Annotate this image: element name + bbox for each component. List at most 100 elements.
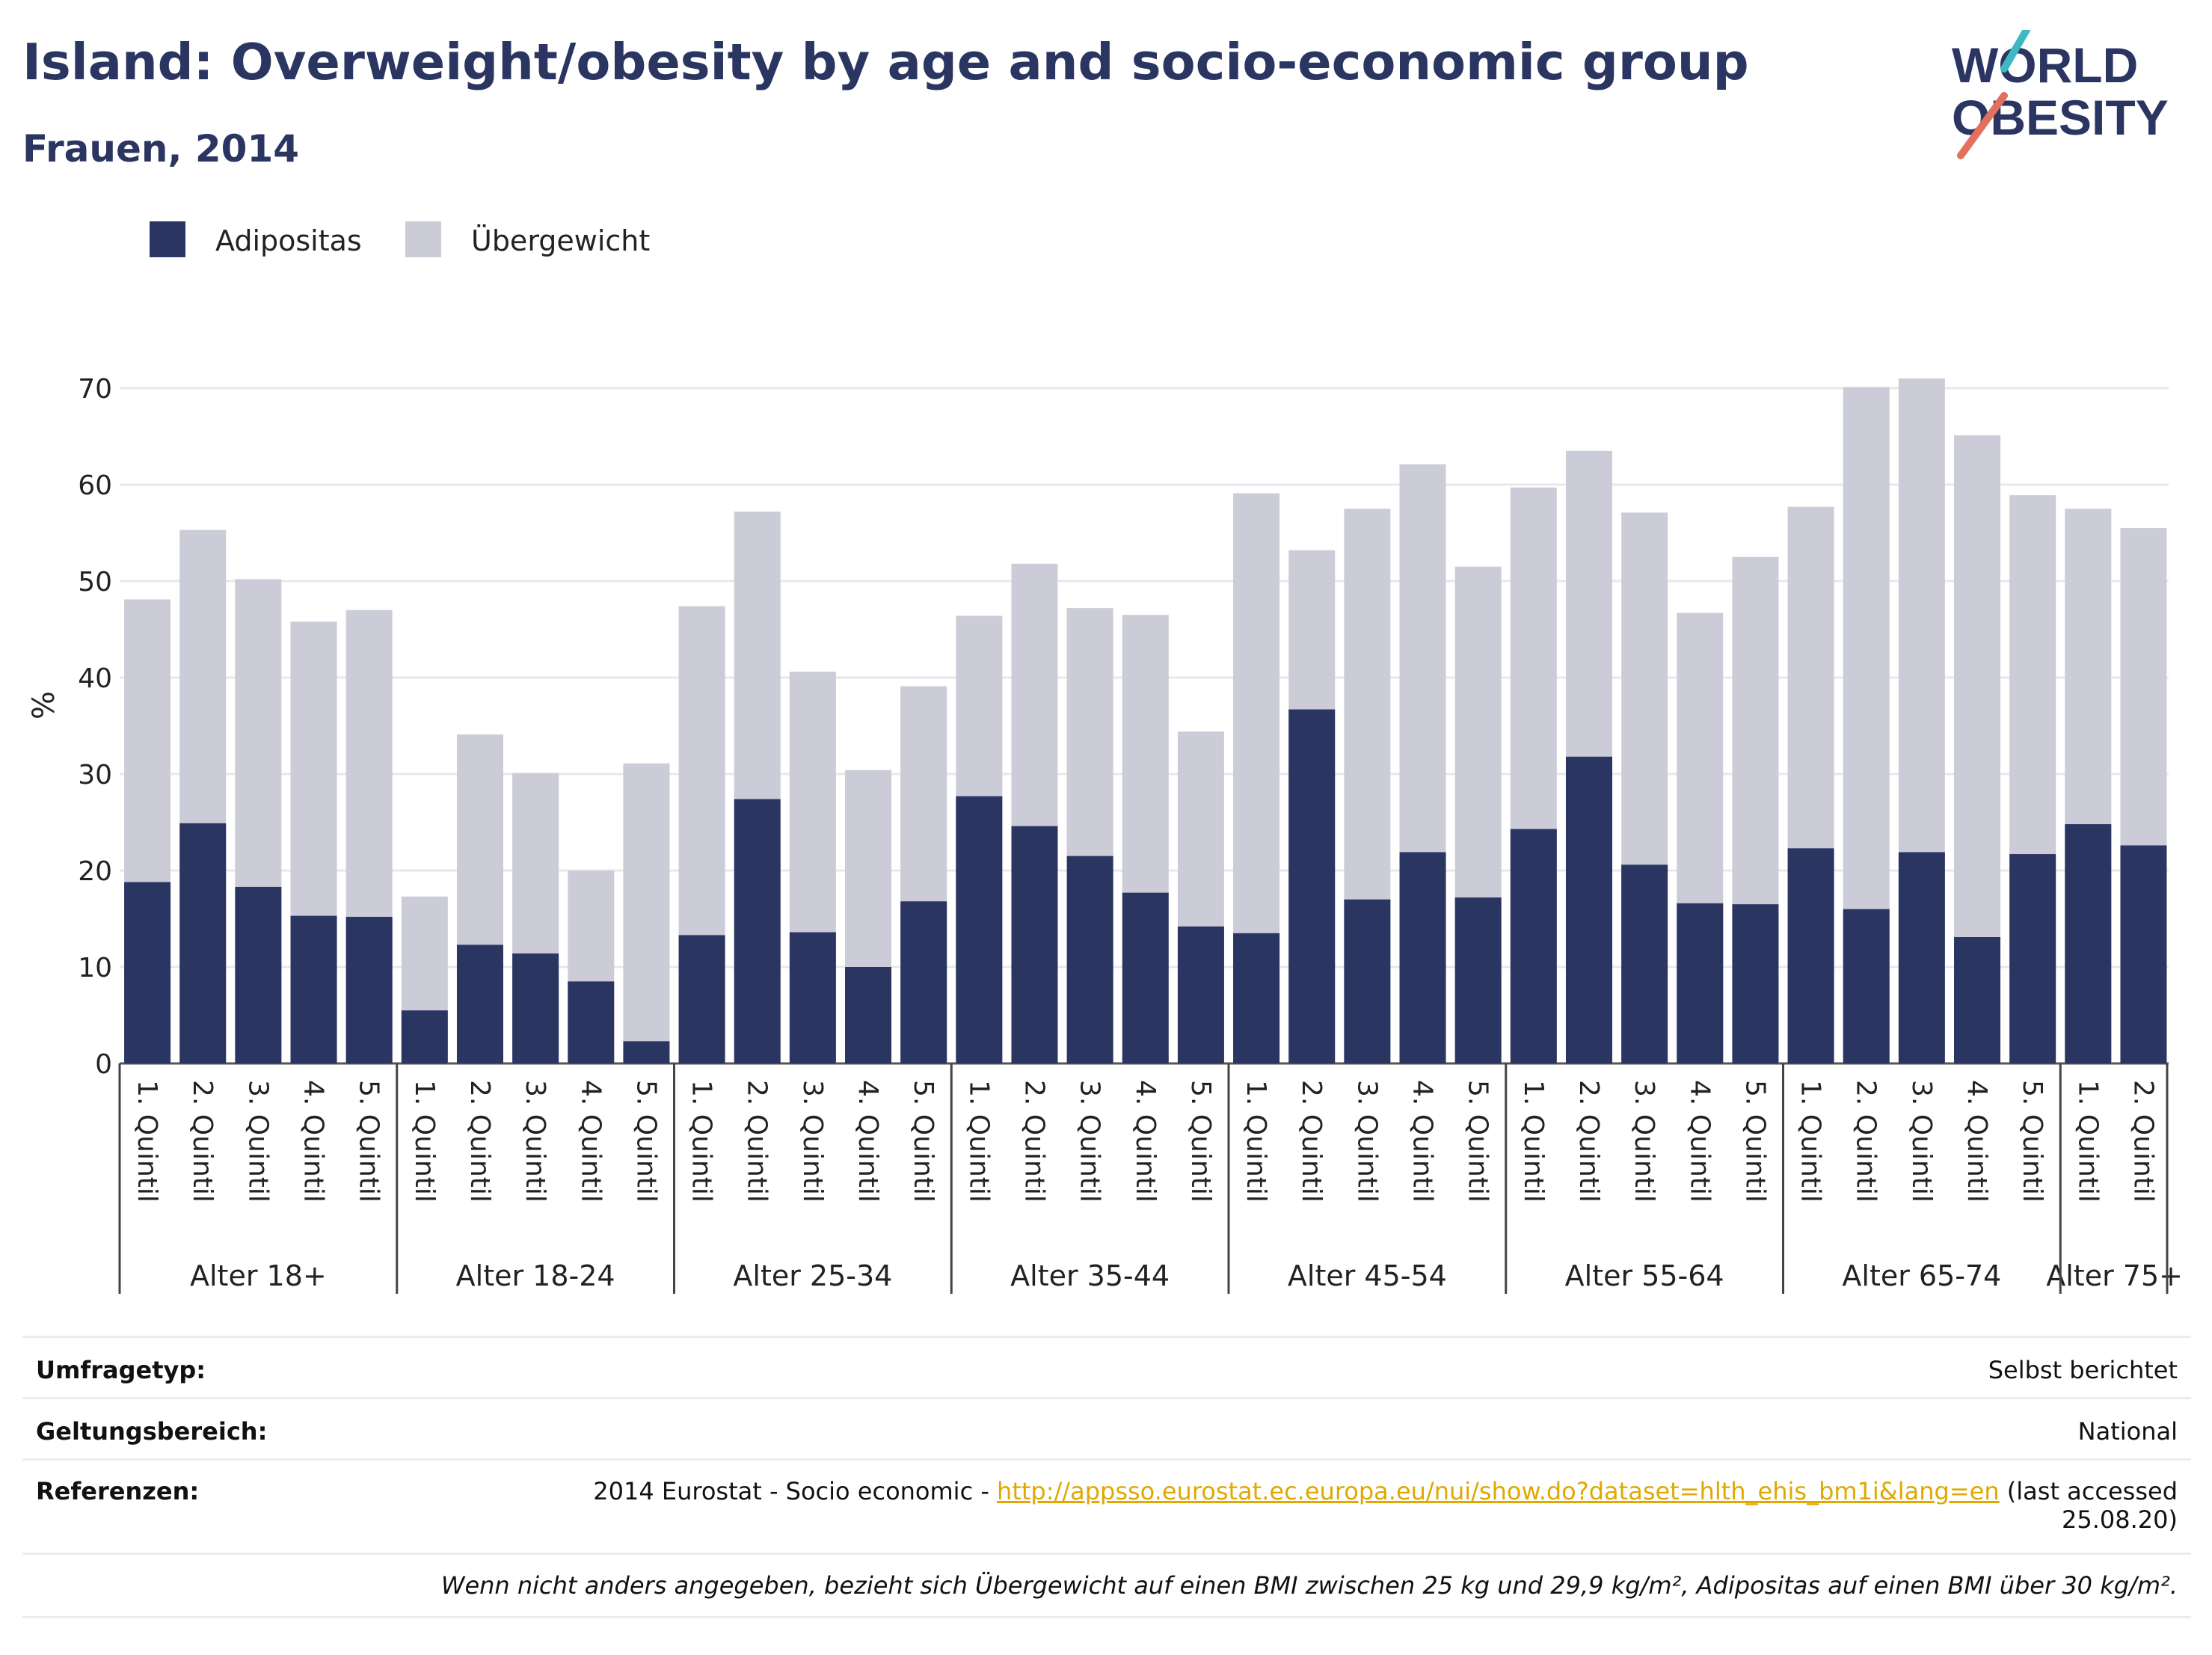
group-label: Alter 35-44 <box>1010 1259 1170 1292</box>
bar-adipositas <box>1565 756 1612 1063</box>
x-tick-label: 2. Quintil <box>1851 1080 1881 1203</box>
x-tick-label: 2. Quintil <box>2127 1080 2158 1203</box>
x-tick-label: 3. Quintil <box>1906 1080 1937 1203</box>
references-label: Referenzen: <box>36 1477 200 1505</box>
x-tick-label: 1. Quintil <box>132 1080 162 1203</box>
bar-adipositas <box>734 799 781 1063</box>
x-tick-label: 4. Quintil <box>1130 1080 1161 1203</box>
bar-adipositas <box>1288 709 1336 1063</box>
legend-swatch-uebergewicht <box>405 221 441 257</box>
bar-adipositas <box>179 823 227 1063</box>
bar-adipositas <box>1177 926 1224 1063</box>
bar-adipositas <box>1510 829 1557 1063</box>
x-tick-label: 4. Quintil <box>1407 1080 1438 1203</box>
bar-adipositas <box>512 953 559 1063</box>
bar-chart: 0 10 20 30 40 50 60 70% 1. Quintil 2. Quintil 3. Q… <box>27 374 2183 1294</box>
bar-adipositas <box>456 945 503 1063</box>
legend-label-adipositas: Adipositas <box>215 224 362 257</box>
bar-adipositas <box>1732 904 1779 1063</box>
bar-adipositas <box>1344 899 1391 1063</box>
x-tick-label: 3. Quintil <box>797 1080 828 1203</box>
y-axis-label: % <box>27 691 61 719</box>
x-tick-label: 5. Quintil <box>1463 1080 1493 1203</box>
legend-label-uebergewicht: Übergewicht <box>471 224 651 257</box>
references-link[interactable]: http://appsso.eurostat.ec.europa.eu/nui/… <box>997 1477 2000 1505</box>
x-tick-label: 3. Quintil <box>520 1080 550 1203</box>
x-tick-label: 2. Quintil <box>187 1080 218 1203</box>
bar-adipositas <box>2120 845 2167 1063</box>
x-tick-label: 1. Quintil <box>1795 1080 1826 1203</box>
x-tick-label: 3. Quintil <box>1629 1080 1659 1203</box>
group-label: Alter 18+ <box>190 1259 327 1292</box>
bar-adipositas <box>290 915 337 1063</box>
x-tick-label: 3. Quintil <box>1351 1080 1382 1203</box>
bar-adipositas <box>2065 824 2112 1063</box>
legend-swatch-adipositas <box>150 221 185 257</box>
info-row-coverage: Geltungsbereich: National <box>22 1397 2191 1461</box>
bar-adipositas <box>845 967 892 1063</box>
y-tick-label: 60 <box>78 470 112 501</box>
bar-adipositas <box>623 1041 670 1063</box>
coverage-value: National <box>2077 1417 2178 1446</box>
group-label: Alter 25-34 <box>733 1259 892 1292</box>
survey-type-label: Umfragetyp: <box>36 1356 206 1384</box>
x-tick-label: 1. Quintil <box>963 1080 994 1203</box>
x-tick-label: 5. Quintil <box>1739 1080 1770 1203</box>
group-label: Alter 65-74 <box>1842 1259 2001 1292</box>
logo-line1: WORLD <box>1952 37 2138 93</box>
survey-type-value: Selbst berichtet <box>1988 1356 2178 1384</box>
references-suffix: (last accessed <box>1999 1477 2178 1505</box>
group-label: Alter 18-24 <box>456 1259 615 1292</box>
bar-adipositas <box>1677 903 1724 1063</box>
x-tick-label: 2. Quintil <box>742 1080 772 1203</box>
x-tick-label: 2. Quintil <box>464 1080 495 1203</box>
y-tick-label: 50 <box>78 567 112 598</box>
info-row-survey-type: Umfragetyp: Selbst berichtet <box>22 1336 2191 1399</box>
chart-subtitle: Frauen, 2014 <box>22 127 300 171</box>
bar-adipositas <box>235 886 282 1063</box>
bar-adipositas <box>2009 854 2056 1063</box>
bar-adipositas <box>401 1010 448 1063</box>
bar-adipositas <box>345 916 393 1063</box>
y-tick-label: 0 <box>95 1049 112 1080</box>
bar-adipositas <box>1122 892 1169 1063</box>
x-tick-label: 5. Quintil <box>2017 1080 2047 1203</box>
references-prefix: 2014 Eurostat - Socio economic - <box>593 1477 998 1505</box>
world-obesity-logo: WORLD OBESITY <box>1952 30 2169 159</box>
bar-adipositas <box>1066 856 1113 1063</box>
bar-adipositas <box>1954 937 2001 1063</box>
bar-adipositas <box>1621 865 1668 1063</box>
bar-adipositas <box>1898 852 1945 1063</box>
group-label: Alter 75+ <box>2046 1259 2183 1292</box>
references-value: 2014 Eurostat - Socio economic - http://… <box>593 1477 2178 1534</box>
bar-adipositas <box>789 932 836 1063</box>
info-row-note: Wenn nicht anders angegeben, bezieht sic… <box>22 1553 2191 1618</box>
x-tick-label: 5. Quintil <box>908 1080 938 1203</box>
x-tick-label: 1. Quintil <box>2072 1080 2103 1203</box>
coverage-label: Geltungsbereich: <box>36 1417 268 1446</box>
x-tick-label: 1. Quintil <box>1518 1080 1549 1203</box>
x-tick-label: 4. Quintil <box>852 1080 883 1203</box>
x-tick-label: 5. Quintil <box>630 1080 661 1203</box>
y-tick-label: 20 <box>78 856 112 887</box>
bar-adipositas <box>124 882 171 1063</box>
x-tick-label: 1. Quintil <box>686 1080 717 1203</box>
group-label: Alter 45-54 <box>1288 1259 1447 1292</box>
bar-adipositas <box>568 981 615 1063</box>
y-tick-label: 40 <box>78 663 112 694</box>
info-row-references: Referenzen: 2014 Eurostat - Socio econom… <box>22 1458 2191 1555</box>
x-tick-label: 3. Quintil <box>242 1080 273 1203</box>
chart-title: Island: Overweight/obesity by age and so… <box>22 33 1749 91</box>
bar-adipositas <box>1011 826 1058 1063</box>
bar-adipositas <box>1233 933 1280 1063</box>
x-tick-label: 4. Quintil <box>1961 1080 1992 1203</box>
x-tick-label: 4. Quintil <box>575 1080 606 1203</box>
x-tick-label: 5. Quintil <box>1185 1080 1216 1203</box>
x-tick-label: 4. Quintil <box>1684 1080 1715 1203</box>
bar-adipositas <box>678 935 725 1063</box>
bar-adipositas <box>1843 909 1890 1063</box>
x-tick-label: 1. Quintil <box>409 1080 440 1203</box>
x-tick-label: 3. Quintil <box>1075 1080 1105 1203</box>
definition-note: Wenn nicht anders angegeben, bezieht sic… <box>440 1571 2178 1600</box>
x-tick-label: 2. Quintil <box>1296 1080 1327 1203</box>
